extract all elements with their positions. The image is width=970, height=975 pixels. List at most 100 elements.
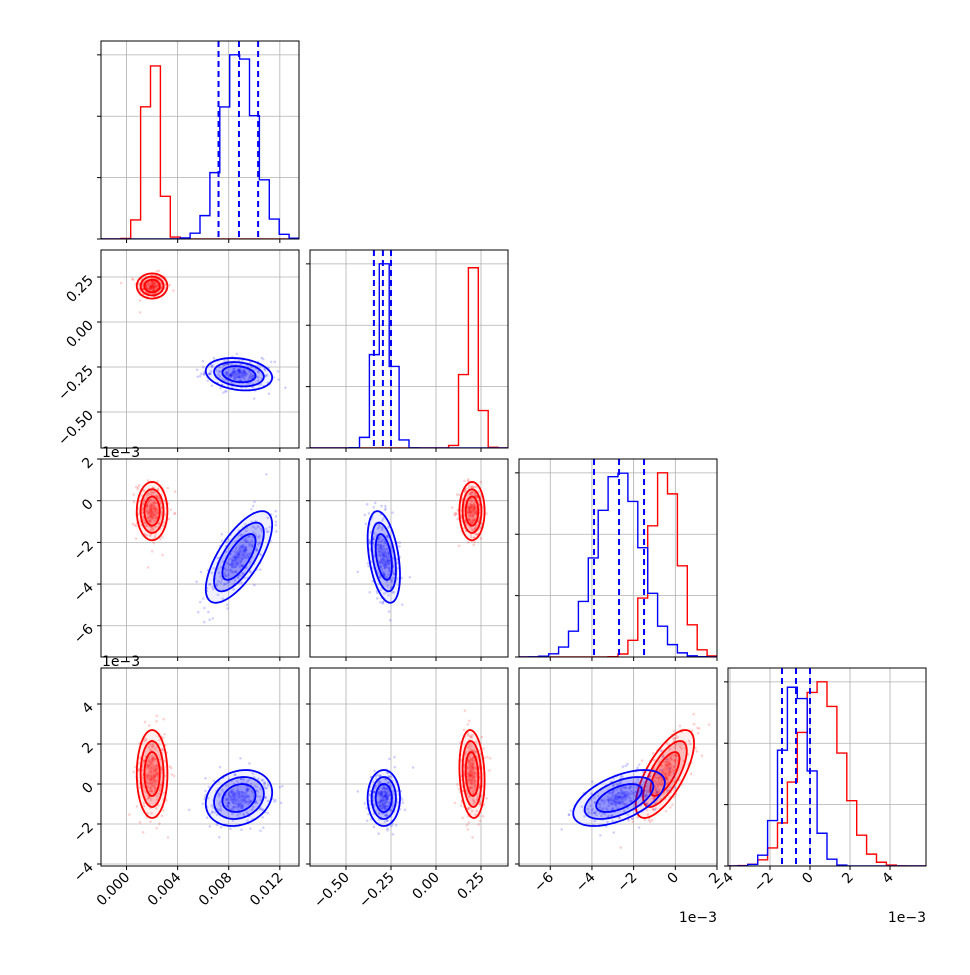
scatter-point <box>153 501 157 505</box>
scatter-point <box>387 560 390 563</box>
scatter-point <box>461 816 464 820</box>
scatter-point <box>468 746 471 749</box>
scatter-point <box>470 536 473 539</box>
scatter-point <box>238 374 241 378</box>
scatter-point <box>147 746 151 749</box>
scatter-point <box>240 581 243 584</box>
scatter-point <box>382 564 386 567</box>
scatter-point <box>153 280 156 284</box>
scatter-point <box>621 765 625 769</box>
scatter-point <box>211 364 214 367</box>
scatter-point <box>204 776 207 780</box>
scatter-point <box>239 545 242 548</box>
scatter-point <box>377 812 381 815</box>
scatter-point <box>232 555 235 559</box>
panel-content <box>310 250 508 448</box>
x-tick-label: 0.004 <box>145 869 185 909</box>
contour-level <box>204 769 274 827</box>
scatter-point <box>150 784 154 788</box>
scatter-point <box>637 763 641 766</box>
contour-level <box>221 783 257 813</box>
scatter-point <box>471 508 475 512</box>
scatter-point <box>236 562 239 566</box>
scatter-point <box>238 370 242 374</box>
scatter-point <box>223 379 227 383</box>
scatter-point <box>373 769 376 773</box>
scatter-point <box>234 805 238 809</box>
scatter-point <box>486 755 489 759</box>
scatter-point <box>264 527 268 531</box>
scatter-point <box>478 802 481 805</box>
scatter-point <box>240 375 244 378</box>
scatter-point <box>150 515 153 519</box>
scatter-point <box>151 527 155 531</box>
scatter-point <box>379 564 382 568</box>
scatter-point <box>245 553 249 557</box>
scatter-point <box>230 372 233 376</box>
scatter-point <box>467 772 471 775</box>
scatter-point <box>153 288 157 291</box>
scatter-point <box>466 723 470 726</box>
scatter-point <box>274 523 278 527</box>
scatter-point <box>168 283 172 287</box>
scatter-point <box>132 770 135 774</box>
scatter-point <box>469 748 472 752</box>
scatter-point <box>199 570 203 574</box>
scatter-point <box>240 806 243 809</box>
histogram-step <box>101 54 299 239</box>
scatter-point <box>468 514 472 518</box>
scatter-point <box>470 770 474 774</box>
scatter-point <box>238 376 242 380</box>
scatter-point <box>382 558 385 561</box>
scatter-point <box>377 791 380 795</box>
scatter-point <box>473 800 476 804</box>
scatter-point <box>380 568 384 571</box>
scatter-point <box>149 284 153 288</box>
scatter-point <box>157 496 161 500</box>
scatter-point <box>567 813 571 817</box>
scatter-point <box>149 770 153 774</box>
scatter-point <box>145 286 149 290</box>
scatter-point <box>473 775 476 779</box>
scatter-point <box>469 533 473 536</box>
scatter-point <box>473 779 477 783</box>
scatter-point <box>146 766 149 770</box>
panel-3-2: −6 −4 −2 0 2 <box>515 667 724 895</box>
scatter-point <box>146 785 150 789</box>
scatter-point <box>396 561 399 565</box>
scatter-point <box>236 576 240 580</box>
y-tick-label: 0 <box>79 496 97 514</box>
scatter-point <box>468 511 472 514</box>
scatter-point <box>148 787 152 790</box>
scatter-point <box>384 795 387 799</box>
scatter-point <box>266 516 270 520</box>
scatter-point <box>229 373 233 377</box>
scatter-point <box>147 288 151 291</box>
scatter-point <box>237 359 240 362</box>
scatter-point <box>150 789 154 793</box>
scatter-point <box>469 509 472 512</box>
scatter-point <box>478 801 482 804</box>
scatter-point <box>236 813 239 817</box>
scatter-point <box>156 495 159 499</box>
scatter-point <box>228 563 232 566</box>
scatter-point <box>241 791 244 794</box>
scatter-point <box>146 776 150 780</box>
scatter-point <box>391 511 394 514</box>
scatter-point <box>475 809 479 813</box>
scatter-point <box>226 803 229 807</box>
scatter-point <box>238 371 242 374</box>
scatter-point <box>153 774 156 777</box>
scatter-point <box>151 527 154 530</box>
scatter-point <box>389 775 393 778</box>
scatter-point <box>240 564 244 568</box>
scatter-point <box>152 507 156 511</box>
scatter-point <box>224 784 228 787</box>
scatter-point <box>145 776 148 779</box>
scatter-point <box>466 540 470 544</box>
scatter-point <box>472 485 476 489</box>
x-tick-label: 0.00 <box>409 870 442 903</box>
scatter-point <box>473 771 477 775</box>
scatter-point <box>203 606 206 610</box>
scatter-point <box>256 379 260 383</box>
